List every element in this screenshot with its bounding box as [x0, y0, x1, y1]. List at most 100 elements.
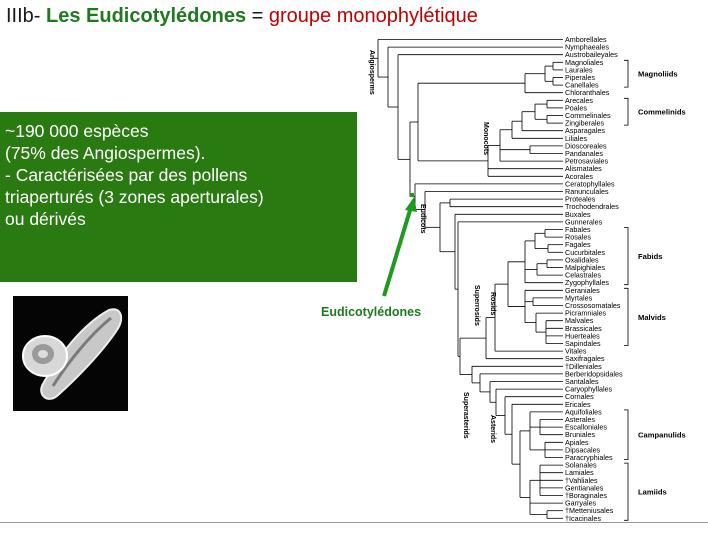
taxon-label: Santalales	[565, 377, 599, 386]
taxon-label: Petrosaviales	[565, 157, 609, 166]
taxon-label: Celastrales	[565, 271, 601, 280]
taxon-label: Trochodendrales	[565, 202, 619, 211]
taxon-label: Arecales	[565, 96, 593, 105]
taxon-label: Poales	[565, 103, 587, 112]
taxon-label: Rosales	[565, 233, 591, 242]
taxon-label: Chloranthales	[565, 88, 610, 97]
taxon-label: Magnoliales	[565, 58, 604, 67]
clade-monocots: Monocots	[482, 122, 489, 155]
eudicot-annotation-label: Eudicotylédones	[321, 305, 422, 319]
taxon-label: Malvales	[565, 316, 594, 325]
taxon-label: Ranunculales	[565, 187, 609, 196]
taxon-label: Escalloniales	[565, 423, 607, 432]
group-label: Magnoliids	[638, 70, 678, 79]
taxon-label: Zingiberales	[565, 119, 605, 128]
taxon-label: Malpighiales	[565, 263, 605, 272]
group-label: Commelinids	[638, 108, 686, 117]
taxon-label: Huerteales	[565, 331, 600, 340]
taxon-label: Ceratophyllales	[565, 179, 615, 188]
taxon-label: Laurales	[565, 65, 593, 74]
info-line: triaperturés (3 zones aperturales)	[5, 187, 264, 207]
taxon-label: Myrtales	[565, 293, 593, 302]
taxon-label: Zygophyllales	[565, 278, 609, 287]
taxon-label: Brassicales	[565, 324, 602, 333]
slide-title: IIIb- Les Eudicotylédones = groupe monop…	[6, 4, 478, 28]
taxon-label: †Dilleniales	[565, 362, 602, 371]
title-prefix: IIIb-	[6, 5, 47, 27]
taxon-label: Canellales	[565, 81, 599, 90]
title-equals: =	[246, 5, 269, 27]
taxon-label: Lamiales	[565, 468, 594, 477]
taxon-label: Nymphaeales	[565, 43, 609, 52]
taxon-label: †Metteniusales	[565, 506, 614, 515]
taxon-label: Crossosomatales	[565, 301, 621, 310]
taxon-label: Alismatales	[565, 164, 602, 173]
taxon-label: Ericales	[565, 400, 591, 409]
info-line: (75% des Angiospermes).	[5, 143, 206, 163]
group-label: Malvids	[638, 313, 666, 322]
group-bracket	[624, 59, 629, 88]
taxon-label: Piperales	[565, 73, 595, 82]
clade-superasterids: Superasterids	[462, 392, 469, 439]
bottom-divider	[0, 522, 708, 523]
taxon-label: †Icacinales	[565, 514, 601, 523]
clade-angiosperms: Angiosperms	[368, 50, 375, 95]
taxon-label: Geraniales	[565, 286, 600, 295]
taxon-label: Caryophyllales	[565, 385, 613, 394]
info-box: ~190 000 espèces (75% des Angiospermes).…	[0, 112, 357, 282]
taxon-label: Oxalidales	[565, 255, 599, 264]
taxon-label: Amborellales	[565, 35, 607, 44]
group-bracket	[624, 227, 629, 286]
taxon-label: Garryales	[565, 499, 597, 508]
taxon-label: Berberidopsidales	[565, 369, 623, 378]
taxon-label: Asparagales	[565, 126, 605, 135]
title-highlight: groupe monophylétique	[268, 5, 478, 27]
taxon-label: Aquifoliales	[565, 407, 602, 416]
group-bracket	[624, 287, 629, 346]
taxon-label: Fabales	[565, 225, 591, 234]
clade-rosids: Rosids	[489, 292, 496, 315]
taxon-label: Proteales	[565, 195, 596, 204]
group-bracket	[624, 409, 629, 460]
taxon-label: Fagales	[565, 240, 591, 249]
arrow-up-right-icon	[382, 197, 417, 297]
title-bold: Les Eudicotylédones	[46, 5, 247, 27]
info-line: ~190 000 espèces	[5, 121, 149, 141]
taxon-label: Pandanales	[565, 149, 603, 158]
taxon-label: Vitales	[565, 347, 587, 356]
taxon-label: Commelinales	[565, 111, 611, 120]
group-label: Fabids	[638, 252, 662, 261]
eudicot-node-marker	[410, 193, 414, 197]
info-line: - Caractérisées par des pollens	[5, 165, 248, 185]
taxon-label: Austrobaileyales	[565, 50, 618, 59]
taxon-label: Apiales	[565, 438, 589, 447]
taxon-label: Sapindales	[565, 339, 601, 348]
taxon-label: †Boraginales	[565, 491, 607, 500]
taxon-label: Gentianales	[565, 483, 604, 492]
group-bracket	[624, 462, 629, 521]
taxon-label: Acorales	[565, 172, 593, 181]
clade-superrosids: Superrosids	[473, 285, 480, 326]
info-line: ou dérivés	[5, 209, 86, 229]
taxon-label: †Vahliales	[565, 476, 598, 485]
clade-asterids: Asterids	[489, 415, 496, 443]
taxon-label: Cornales	[565, 392, 594, 401]
taxon-label: Picramniales	[565, 309, 607, 318]
taxon-label: Dioscoreales	[565, 141, 607, 150]
taxon-label: Bruniales	[565, 430, 595, 439]
taxon-label: Dipsacales	[565, 445, 601, 454]
pollen-grain-photo	[13, 296, 128, 411]
clade-eudicots: Eudicots	[419, 204, 426, 234]
taxon-label: Paracryphiales	[565, 453, 613, 462]
taxon-label: Cucurbitales	[565, 248, 605, 257]
taxon-label: Gunnerales	[565, 217, 603, 226]
group-label: Campanulids	[638, 431, 686, 440]
group-label: Lamiids	[638, 488, 667, 497]
taxon-label: Liliales	[565, 134, 587, 143]
taxon-label: Buxales	[565, 210, 591, 219]
taxon-label: Saxifragales	[565, 354, 605, 363]
taxon-label: Asterales	[565, 415, 595, 424]
taxon-label: Solanales	[565, 461, 597, 470]
group-bracket	[624, 97, 629, 126]
